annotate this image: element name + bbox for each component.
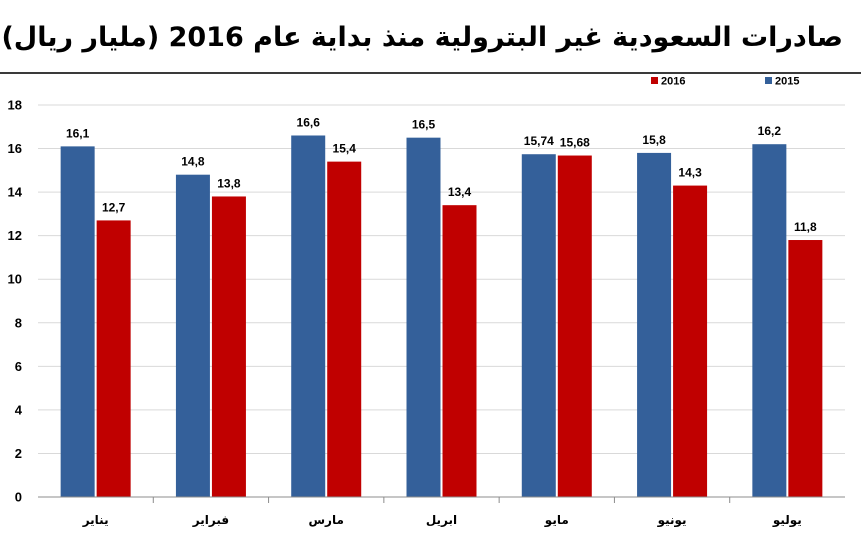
x-category-label: يونيو bbox=[657, 513, 687, 528]
y-tick-label: 18 bbox=[8, 98, 22, 113]
bar-2015-6 bbox=[637, 152, 672, 497]
y-tick-label: 8 bbox=[15, 315, 22, 330]
gridlines bbox=[38, 104, 845, 454]
y-tick-label: 0 bbox=[15, 490, 22, 505]
y-tick-label: 2 bbox=[15, 446, 22, 461]
x-category-label: فبراير bbox=[192, 513, 229, 527]
chart-title: صادرات السعودية غير البترولية منذ بداية … bbox=[1, 22, 843, 53]
bar-2015-3 bbox=[291, 135, 326, 497]
bars: 16,1 12,7 14,8 13,8 16,6 15,4 16,5 13,4 15,74 15,… bbox=[60, 115, 823, 498]
bar-2015-4 bbox=[406, 137, 441, 497]
legend-swatch-2015 bbox=[765, 77, 772, 84]
y-tick-label: 14 bbox=[8, 185, 23, 200]
data-label: 13,8 bbox=[217, 176, 241, 190]
data-label: 15,4 bbox=[333, 142, 357, 156]
bar-2016-6 bbox=[673, 185, 708, 498]
data-label: 11,8 bbox=[794, 220, 817, 234]
x-category-label: ابريل bbox=[426, 513, 457, 527]
bar-2015-7 bbox=[752, 144, 787, 497]
y-tick-label: 12 bbox=[8, 228, 22, 243]
x-axis: يناير فبراير مارس ابريل مايو يونيو يوليو bbox=[38, 496, 845, 528]
x-category-label: مايو bbox=[544, 513, 569, 528]
bar-2015-5 bbox=[521, 154, 556, 497]
data-label: 12,7 bbox=[102, 200, 126, 214]
x-category-label: يناير bbox=[82, 513, 109, 527]
bar-2016-3 bbox=[327, 161, 362, 497]
legend: 2015 2016 bbox=[651, 76, 799, 88]
bar-2015-2 bbox=[175, 174, 210, 497]
data-label: 16,2 bbox=[758, 124, 782, 138]
x-category-label: يوليو bbox=[772, 513, 802, 528]
legend-label-2015: 2015 bbox=[775, 76, 799, 88]
bar-2016-5 bbox=[557, 155, 592, 497]
y-axis: 0 2 4 6 8 10 12 14 16 18 bbox=[8, 98, 23, 505]
legend-swatch-2016 bbox=[651, 77, 658, 84]
data-label: 13,4 bbox=[448, 185, 472, 199]
bar-2016-1 bbox=[96, 220, 131, 497]
bar-2016-2 bbox=[211, 196, 246, 497]
title-divider bbox=[0, 72, 861, 74]
data-label: 16,6 bbox=[297, 115, 321, 129]
y-tick-label: 10 bbox=[8, 272, 22, 287]
data-label: 16,5 bbox=[412, 118, 436, 132]
x-category-label: مارس bbox=[309, 513, 344, 527]
bar-2015-1 bbox=[60, 146, 95, 497]
y-tick-label: 16 bbox=[8, 141, 22, 156]
y-tick-label: 4 bbox=[15, 402, 23, 417]
data-label: 14,8 bbox=[181, 155, 205, 169]
data-label: 15,74 bbox=[524, 134, 554, 148]
y-tick-label: 6 bbox=[15, 359, 22, 374]
data-label: 14,3 bbox=[678, 166, 702, 180]
bar-2016-7 bbox=[788, 240, 823, 497]
data-label: 15,8 bbox=[642, 133, 666, 147]
bar-2016-4 bbox=[442, 205, 477, 497]
data-label: 16,1 bbox=[66, 126, 90, 140]
data-label: 15,68 bbox=[560, 136, 590, 150]
legend-label-2016: 2016 bbox=[661, 76, 685, 88]
